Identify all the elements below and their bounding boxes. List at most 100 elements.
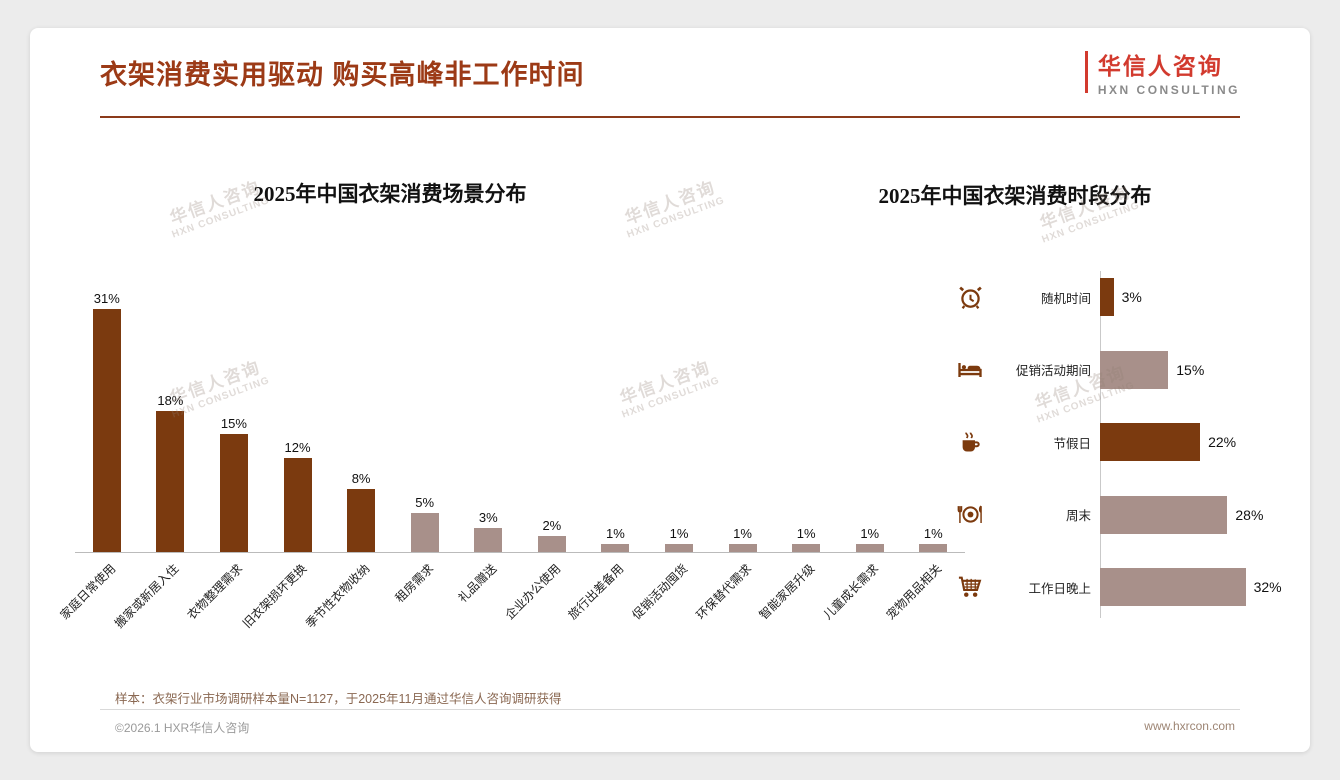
bar	[474, 528, 503, 552]
bar-group: 1% 旅行出差备用	[566, 283, 648, 622]
header: 衣架消费实用驱动 购买高峰非工作时间 华信人咨询 HXN CONSULTING	[100, 28, 1240, 116]
header-divider	[100, 116, 1240, 118]
bar-value-label: 18%	[157, 392, 184, 408]
bed-icon	[950, 356, 990, 384]
report-card: 衣架消费实用驱动 购买高峰非工作时间 华信人咨询 HXN CONSULTING …	[30, 28, 1310, 752]
bar-value-label: 15%	[220, 416, 247, 432]
bar-category-label: 家庭日常使用	[57, 561, 119, 623]
bar-value-label: 1%	[796, 526, 816, 542]
bar-group: 12% 旧衣架损坏更换	[240, 283, 330, 631]
bar-value-label: 2%	[542, 518, 562, 534]
time-slot-row: 随机时间 3%	[950, 261, 1302, 334]
page-title: 衣架消费实用驱动 购买高峰非工作时间	[100, 59, 585, 90]
bar-group: 15% 衣物整理需求	[184, 283, 266, 622]
logo-subtitle: HXN CONSULTING	[1097, 83, 1240, 97]
sample-note: 样本：衣架行业市场调研样本量N=1127，于2025年11月通过华信人咨询调研获…	[115, 692, 562, 706]
bar-category-label: 租房需求	[392, 561, 437, 606]
bar	[728, 544, 757, 552]
bar-category-label: 智能家居升级	[756, 561, 818, 623]
bar-value-label: 31%	[93, 290, 120, 306]
bar-category-label: 衣物整理需求	[184, 561, 246, 623]
bar-track: 22%	[1100, 423, 1302, 462]
bar	[1100, 495, 1228, 534]
bar-category-label: 季节性衣物收纳	[303, 561, 373, 631]
bar-group: 31% 家庭日常使用	[57, 283, 139, 622]
bar-track: 15%	[1100, 350, 1302, 389]
bar	[156, 410, 185, 552]
bar-category-label: 企业办公使用	[502, 561, 564, 623]
bar-value-label: 5%	[415, 494, 435, 510]
coffee-icon	[950, 429, 990, 456]
bar-category-label: 环保替代需求	[693, 561, 754, 623]
bar	[1100, 278, 1114, 317]
bar-category-label: 礼品赠送	[455, 561, 500, 606]
bar-value-label: 1%	[860, 526, 880, 542]
bar-value-label: 1%	[606, 526, 625, 542]
bar-group: 18% 搬家或新居入住	[112, 283, 203, 631]
bar	[1100, 423, 1201, 462]
bar-group: 1% 儿童成长需求	[820, 283, 902, 622]
bar-category-label: 宠物用品相关	[883, 561, 945, 623]
bar-value-label: 8%	[351, 471, 371, 487]
left-chart-title: 2025年中国衣架消费场景分布	[253, 182, 527, 206]
bar	[792, 544, 821, 552]
bar-group: 1% 促销活动囤货	[629, 283, 711, 622]
right-chart-title: 2025年中国衣架消费时段分布	[878, 184, 1152, 208]
bar-group: 3% 礼品赠送	[456, 283, 520, 605]
bar-value-label: 15%	[1176, 361, 1205, 378]
dinner-plate-icon	[950, 501, 990, 528]
bar-group: 1% 宠物用品相关	[884, 283, 966, 622]
bar	[919, 544, 948, 552]
logo-accent-bar	[1084, 51, 1088, 93]
bar	[219, 434, 248, 552]
bar-track: 3%	[1100, 278, 1302, 317]
bar-group: 1% 智能家居升级	[757, 283, 838, 622]
bar-category-label: 儿童成长需求	[820, 561, 882, 623]
bar-value-label: 3%	[478, 510, 498, 526]
footer-divider	[100, 709, 1240, 710]
bar	[347, 489, 376, 552]
time-slot-row: 周末 28%	[950, 479, 1302, 552]
logo-title: 华信人咨询	[1097, 53, 1223, 79]
time-distribution-chart: 随机时间 3% 促销活动期间 15% 节假日 22% 周末 28% 工作日晚上 32%	[950, 261, 1302, 626]
bar-category-label: 周末	[1065, 509, 1091, 524]
bar	[537, 536, 566, 552]
bar-group: 1% 环保替代需求	[693, 283, 775, 622]
bar-category-label: 搬家或新居入住	[112, 561, 182, 631]
bar	[601, 544, 630, 552]
bar-value-label: 28%	[1235, 506, 1264, 523]
bar-group: 2% 企业办公使用	[502, 283, 584, 622]
bar-category-label: 节假日	[1053, 436, 1091, 451]
bar	[283, 457, 312, 552]
bar-category-label: 促销活动囤货	[629, 561, 691, 623]
company-logo: 华信人咨询 HXN CONSULTING	[1084, 47, 1240, 97]
shopping-cart-icon	[950, 573, 990, 601]
vertical-bar-plot: 31% 家庭日常使用 18% 搬家或新居入住 15% 衣物整理需求 12% 旧衣架损坏更换 8%…	[57, 283, 966, 631]
time-slot-row: 工作日晚上 32%	[950, 551, 1302, 624]
bar-value-label: 3%	[1121, 289, 1142, 306]
bar-value-label: 32%	[1253, 579, 1282, 596]
alarm-clock-icon	[950, 284, 990, 311]
bar-track: 32%	[1100, 568, 1302, 607]
bar-group: 8% 季节性衣物收纳	[303, 283, 393, 631]
bar-group: 5% 租房需求	[392, 283, 457, 605]
bar	[92, 308, 121, 552]
bar-category-label: 工作日晚上	[1028, 581, 1091, 596]
copyright-text: ©2026.1 HXR华信人咨询	[115, 721, 250, 735]
bar	[1100, 568, 1246, 607]
bar	[410, 512, 439, 552]
scene-distribution-chart: 31% 家庭日常使用 18% 搬家或新居入住 15% 衣物整理需求 12% 旧衣架损坏更换 8%…	[57, 283, 966, 663]
bar	[855, 544, 884, 552]
time-slot-row: 节假日 22%	[950, 406, 1302, 479]
bar-category-label: 旅行出差备用	[565, 561, 627, 623]
bar-category-label: 促销活动期间	[1015, 364, 1091, 379]
bar-value-label: 1%	[923, 526, 943, 542]
bar-value-label: 12%	[284, 439, 311, 455]
bar-category-label: 随机时间	[1040, 291, 1091, 306]
website-url: www.hxrcon.com	[1144, 719, 1235, 733]
bar	[1100, 350, 1169, 389]
bar	[664, 544, 693, 552]
bar-value-label: 22%	[1208, 434, 1237, 451]
bar-category-label: 旧衣架损坏更换	[239, 561, 309, 631]
bar-value-label: 1%	[733, 526, 752, 542]
